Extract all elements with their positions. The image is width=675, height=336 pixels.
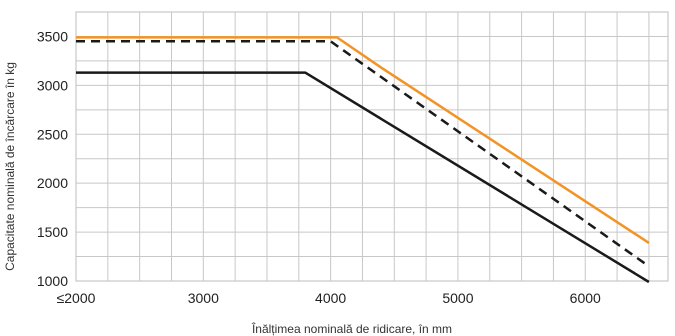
chart-series — [76, 36, 650, 284]
y-tick-label: 2000 — [37, 175, 68, 191]
y-tick-label: 1000 — [37, 273, 68, 289]
series-line-1 — [76, 36, 650, 244]
y-tick-label: 2500 — [37, 126, 68, 142]
x-tick-label: 3000 — [188, 290, 219, 306]
x-tick-label: 6000 — [570, 290, 601, 306]
chart-ticks: 1000 1500 2000 2500 3000 3500 ≤2000 3000 4000 500… — [37, 28, 601, 306]
plot-frame — [75, 11, 669, 282]
series-line-3 — [76, 71, 650, 284]
x-axis-label: Înălțimea nominală de ridicare, în mm — [251, 321, 452, 336]
x-tick-label: 5000 — [442, 290, 473, 306]
y-tick-label: 1500 — [37, 224, 68, 240]
series-line-2 — [76, 40, 650, 268]
x-tick-label: 4000 — [315, 290, 346, 306]
chart-grid — [75, 11, 669, 282]
x-tick-label: ≤2000 — [57, 290, 96, 306]
y-axis-label: Capacitate nominală de încărcare în kg — [3, 62, 17, 271]
y-tick-label: 3500 — [37, 28, 68, 44]
y-tick-label: 3000 — [37, 77, 68, 93]
